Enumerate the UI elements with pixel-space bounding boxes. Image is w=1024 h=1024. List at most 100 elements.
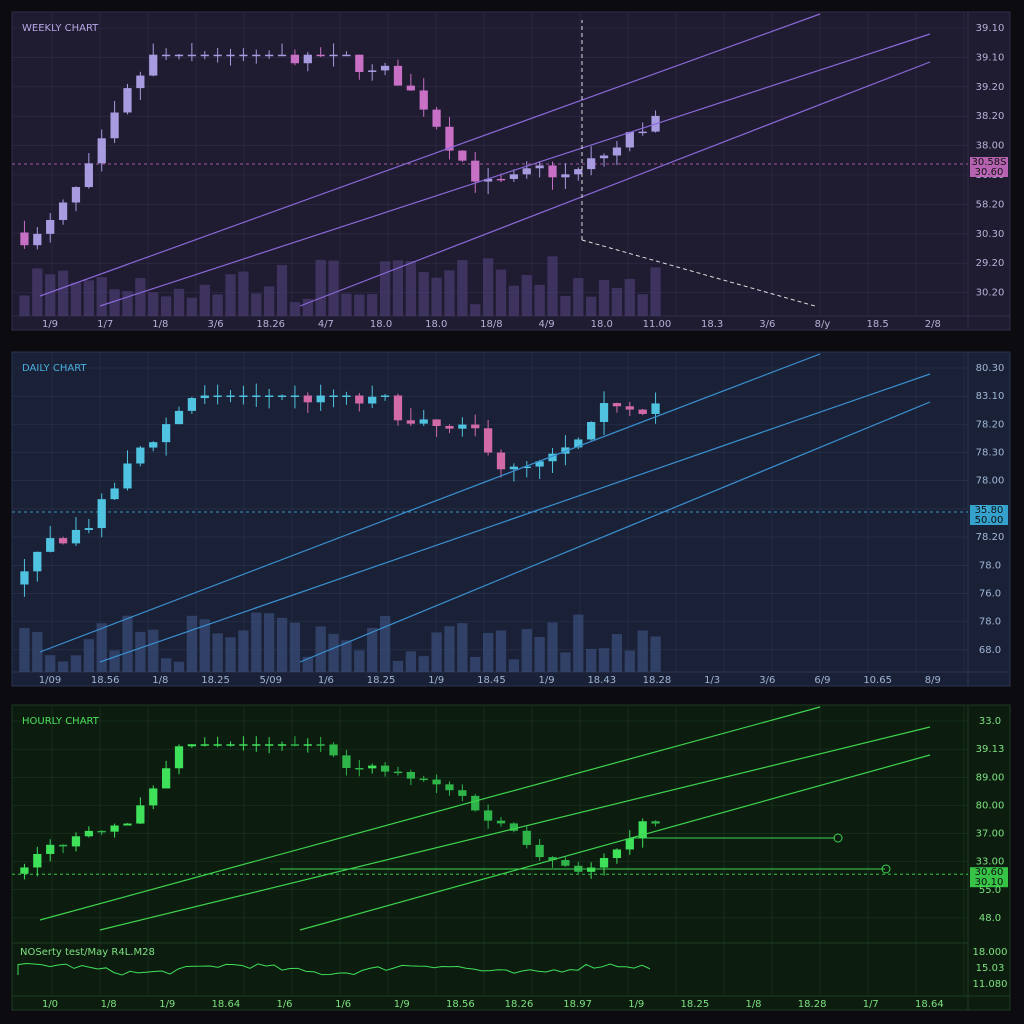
chart-panel: 80.3083.1078.2078.3078.0076.1078.2078.07…	[11, 351, 1011, 687]
panel-title: WEEKLY CHART	[22, 23, 99, 34]
y-tick-label: 39.13	[976, 744, 1005, 755]
volume-bar	[573, 614, 584, 672]
candle-body	[97, 499, 106, 529]
volume-bar	[32, 268, 43, 316]
candle-body	[149, 54, 158, 76]
volume-bar	[122, 291, 133, 316]
candle-body	[625, 131, 634, 148]
candle-body	[599, 858, 609, 868]
y-tick-label: 39.20	[976, 82, 1005, 93]
volume-bar	[186, 297, 198, 316]
trend-line	[39, 706, 821, 921]
volume-bar	[32, 631, 43, 672]
x-tick-label: 1/6	[335, 999, 351, 1010]
candle-body	[226, 744, 235, 746]
candle-body	[496, 178, 506, 181]
volume-bar	[431, 277, 442, 316]
candle-body	[200, 395, 209, 399]
volume-bar	[212, 294, 223, 316]
trend-line	[39, 13, 821, 297]
y-tick-label: 37.00	[976, 829, 1005, 840]
y-tick-label: 78.00	[976, 476, 1005, 487]
candle-body	[458, 790, 467, 796]
x-tick-label: 1/09	[39, 675, 61, 686]
y-tick-label: 38.00	[976, 141, 1005, 152]
x-tick-label: 11.00	[643, 319, 672, 330]
volume-bar	[560, 296, 571, 316]
y-tick-label: 76.0	[979, 588, 1001, 599]
x-tick-label: 18.0	[591, 319, 613, 330]
candle-body	[471, 795, 480, 811]
candle-body	[71, 187, 81, 203]
volume-bar	[264, 286, 275, 316]
candle-body	[638, 409, 647, 414]
trend-line	[99, 373, 931, 663]
candle-body	[548, 857, 557, 861]
candle-body	[174, 746, 184, 769]
level-marker	[881, 864, 891, 874]
volume-bar	[276, 617, 288, 672]
x-tick-label: 18.56	[446, 999, 475, 1010]
y-tick-label: 33.0	[979, 716, 1001, 727]
y-tick-label: 78.0	[979, 560, 1001, 571]
panel-bg	[11, 704, 1011, 1011]
x-tick-label: 1/9	[539, 675, 555, 686]
candle-body	[406, 420, 415, 424]
candle-body	[355, 767, 364, 770]
candle-body	[368, 396, 377, 404]
volume-bar	[135, 278, 146, 316]
x-tick-label: 1/8	[152, 675, 168, 686]
x-tick-label: 18.5	[867, 319, 889, 330]
trend-line	[99, 33, 931, 307]
candle-body	[290, 54, 300, 64]
candle-body	[368, 70, 377, 72]
candle-body	[483, 178, 493, 182]
candle-body	[432, 419, 441, 426]
volume-bar	[482, 632, 494, 672]
volume-bar	[508, 659, 520, 672]
candle-body	[161, 424, 171, 443]
candle-body	[406, 771, 415, 779]
candle-body	[20, 232, 29, 246]
candle-body	[406, 85, 415, 91]
candle-body	[599, 155, 609, 159]
candle-body	[471, 424, 480, 429]
candle-body	[509, 466, 519, 470]
candle-body	[46, 219, 55, 234]
volume-bar	[148, 292, 159, 316]
candle-body	[587, 421, 596, 440]
candle-body	[432, 109, 441, 127]
candle-body	[239, 395, 248, 397]
projection-arrow	[581, 239, 816, 307]
candle-body	[458, 150, 467, 161]
candle-body	[239, 744, 248, 746]
volume-bar	[482, 258, 494, 316]
candle-body	[432, 779, 441, 785]
candle-body	[329, 54, 338, 57]
candle-body	[587, 158, 596, 170]
volume-bar	[341, 640, 352, 672]
volume-bar	[83, 639, 94, 672]
candle-body	[226, 395, 235, 397]
volume-bar	[444, 270, 455, 316]
volume-bar	[611, 287, 623, 316]
x-tick-label: 18.26	[256, 319, 285, 330]
candle-body	[612, 147, 622, 156]
candle-body	[522, 830, 531, 845]
candle-body	[123, 463, 132, 489]
candle-body	[277, 395, 287, 397]
candle-body	[277, 744, 287, 746]
x-tick-label: 18.0	[425, 319, 447, 330]
volume-bar	[367, 294, 378, 316]
volume-bar	[45, 655, 56, 672]
candle-body	[290, 395, 300, 397]
candle-body	[84, 528, 93, 530]
candle-body	[265, 395, 274, 397]
x-tick-label: 18.3	[701, 319, 723, 330]
volume-bar	[83, 280, 94, 316]
volume-bar	[431, 632, 442, 672]
candle-body	[561, 174, 570, 178]
volume-bar	[160, 658, 172, 672]
candle-body	[161, 768, 171, 789]
